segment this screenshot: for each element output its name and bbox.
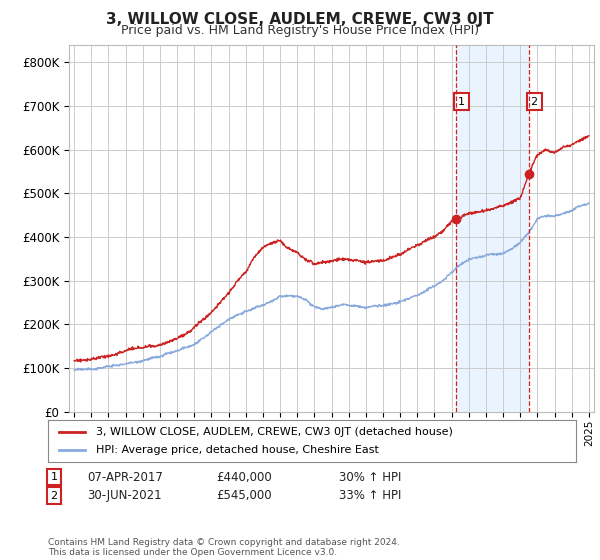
Text: 2: 2	[530, 96, 538, 106]
Text: Contains HM Land Registry data © Crown copyright and database right 2024.
This d: Contains HM Land Registry data © Crown c…	[48, 538, 400, 557]
Text: 07-APR-2017: 07-APR-2017	[87, 470, 163, 484]
Text: 33% ↑ HPI: 33% ↑ HPI	[339, 489, 401, 502]
Text: 2: 2	[50, 491, 58, 501]
Text: 1: 1	[458, 96, 465, 106]
Text: 1: 1	[50, 472, 58, 482]
Text: 30% ↑ HPI: 30% ↑ HPI	[339, 470, 401, 484]
Text: £545,000: £545,000	[216, 489, 272, 502]
Text: 3, WILLOW CLOSE, AUDLEM, CREWE, CW3 0JT: 3, WILLOW CLOSE, AUDLEM, CREWE, CW3 0JT	[106, 12, 494, 27]
Text: 3, WILLOW CLOSE, AUDLEM, CREWE, CW3 0JT (detached house): 3, WILLOW CLOSE, AUDLEM, CREWE, CW3 0JT …	[95, 427, 452, 437]
Text: HPI: Average price, detached house, Cheshire East: HPI: Average price, detached house, Ches…	[95, 445, 379, 455]
Text: Price paid vs. HM Land Registry's House Price Index (HPI): Price paid vs. HM Land Registry's House …	[121, 24, 479, 36]
Bar	[456, 45, 529, 412]
Text: 30-JUN-2021: 30-JUN-2021	[87, 489, 161, 502]
Text: £440,000: £440,000	[216, 470, 272, 484]
